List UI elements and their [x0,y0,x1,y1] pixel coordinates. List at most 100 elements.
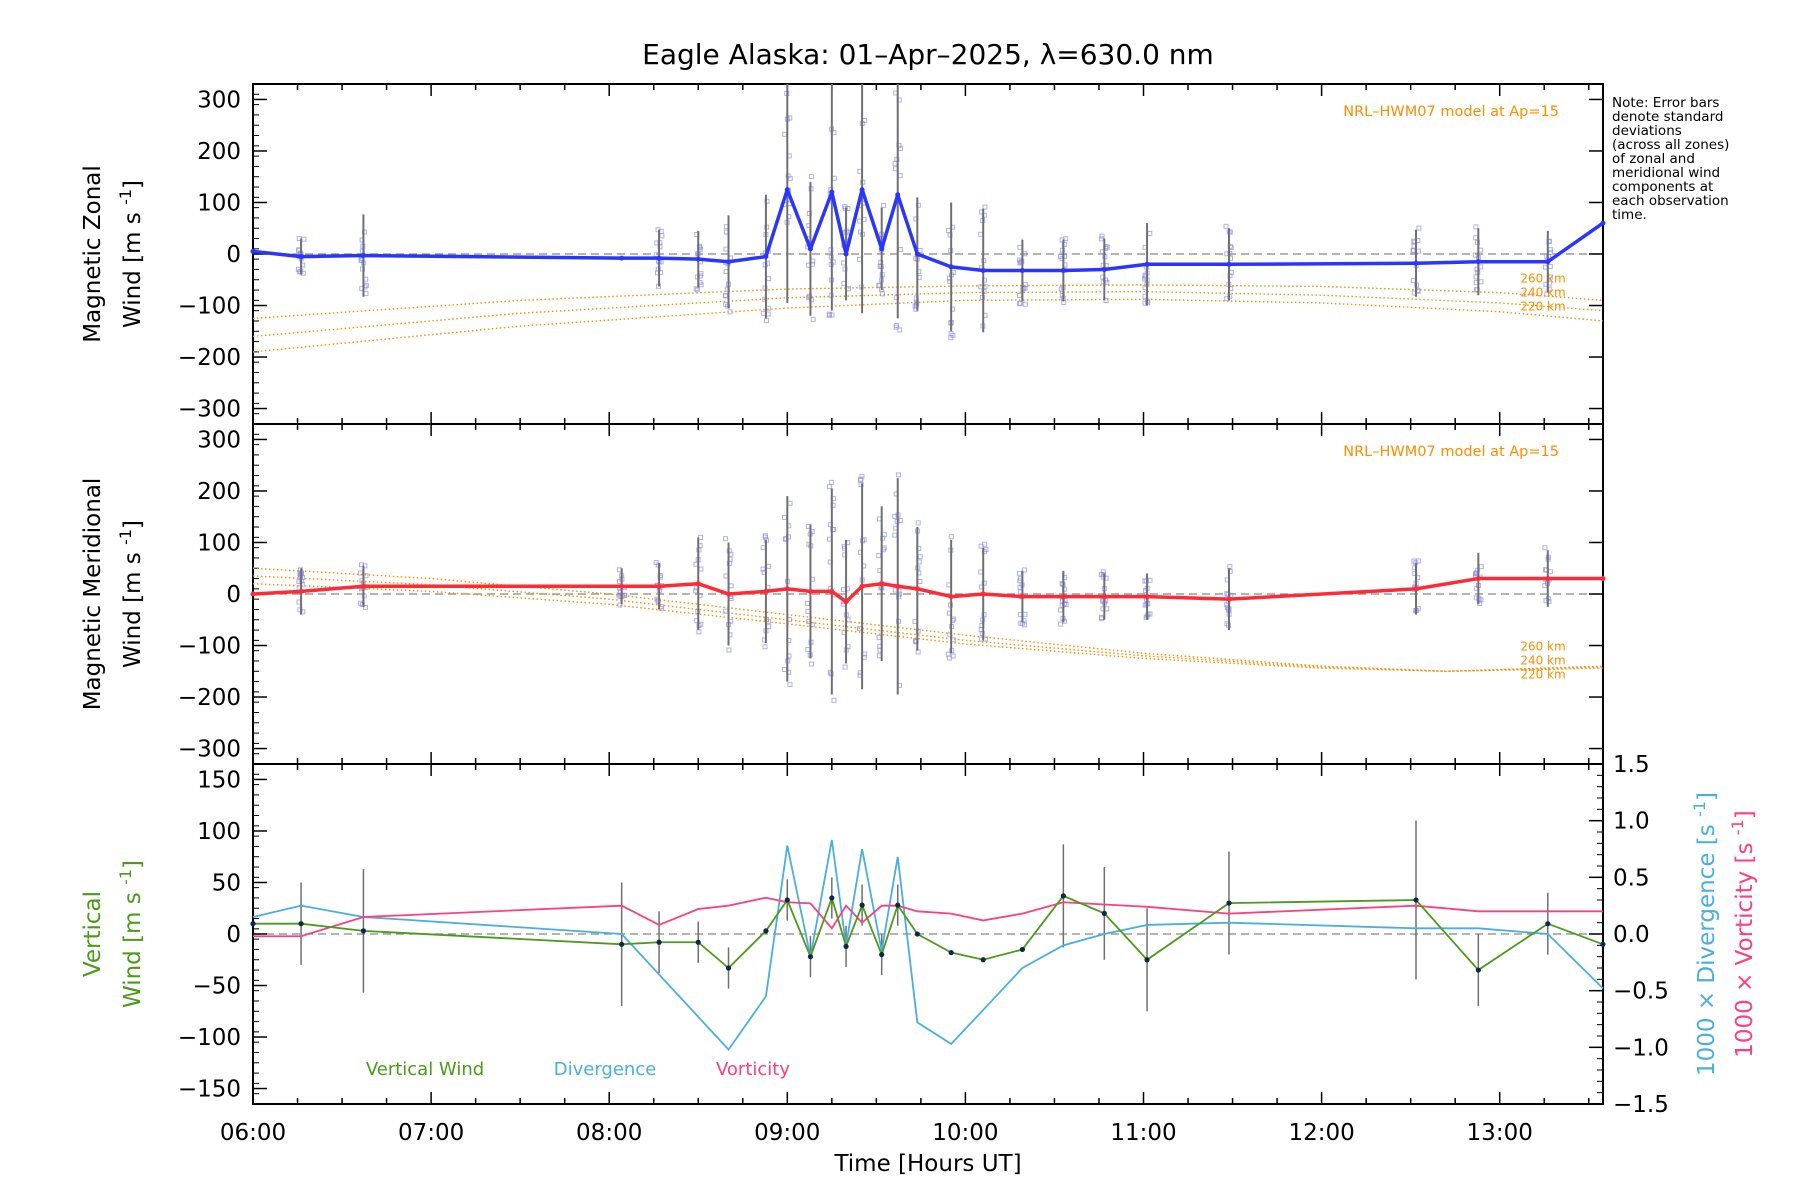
zone-sample-marker [723,246,729,252]
data-point [695,256,701,262]
data-point [1600,220,1606,226]
data-point [298,588,304,594]
y-tick-label: −200 [178,345,241,371]
model-line-220-km [252,582,1604,672]
zone-sample-marker [760,310,766,316]
y-tick-label: 300 [197,427,241,453]
zone-sample-marker [897,327,903,333]
y2-tick-label: 1.0 [1613,809,1650,835]
zone-sample-marker [728,583,734,589]
model-altitude-label: 240 km [1520,285,1565,299]
x-tick-label: 07:00 [398,1120,464,1146]
model-label: NRL–HWM07 model at Ap=15 [1343,444,1559,460]
zone-sample-marker [810,316,816,322]
data-point [784,187,790,193]
zone-sample-marker [782,131,788,137]
model-label: NRL–HWM07 model at Ap=15 [1343,104,1559,120]
data-point [948,594,954,600]
data-point [980,267,986,273]
zone-sample-marker [781,515,787,521]
zone-sample-marker [358,562,364,568]
data-point [298,921,304,927]
zone-sample-marker [856,256,862,262]
data-point [360,253,366,259]
y-tick-label: 100 [197,190,241,216]
zone-sample-marker [892,160,898,166]
y2-tick-label: 1.5 [1613,752,1650,778]
zone-sample-marker [1022,611,1028,617]
y3-axis-label-vorticity: 1000 × Vorticity [s -1] [1728,810,1758,1058]
x-tick-label: 12:00 [1288,1120,1354,1146]
data-point [1144,594,1150,600]
zone-sample-marker [1547,264,1553,270]
zone-sample-marker [726,647,732,653]
zone-sample-marker [876,553,882,559]
data-point [656,583,662,589]
data-point [829,895,835,901]
y2-tick-label: −0.5 [1613,979,1669,1005]
data-point [784,897,790,903]
data-point [1475,576,1481,582]
zone-sample-marker [1022,567,1028,573]
zone-sample-marker [978,231,984,237]
zone-sample-marker [978,569,984,575]
zone-sample-marker [892,532,898,538]
zone-sample-marker [805,608,811,614]
zone-sample-marker [1223,223,1229,229]
data-point [843,599,849,605]
zone-sample-marker [831,175,837,181]
data-point [1060,267,1066,273]
zone-sample-marker [766,624,772,630]
zone-sample-marker [897,246,903,252]
data-point [859,187,865,193]
zone-sample-marker [808,174,814,180]
y-tick-label: −100 [178,1025,241,1051]
zone-sample-marker [1473,224,1479,230]
data-point [807,246,813,252]
data-point [829,189,835,195]
model-altitude-label: 220 km [1520,299,1565,313]
data-point [1101,910,1107,916]
panel-vertical: 150 100 50 0 −50 −100 −150 Vertical Wind [m s -1… [80,752,1758,1177]
panel-zonal: 300 200 100 0 −100 −200 −300 Magnetic Zonal Wind… [80,83,1606,425]
data-point [1144,261,1150,267]
data-point [843,943,849,949]
y-tick-label: 200 [197,479,241,505]
x-axis-label: Time [Hours UT] [833,1151,1021,1177]
zone-sample-marker [694,287,700,293]
data-point [843,251,849,257]
zone-sample-marker [809,661,815,667]
zone-sample-marker [982,204,988,210]
data-point [695,581,701,587]
zone-sample-marker [1416,248,1422,254]
data-point [914,931,920,937]
data-point [1226,261,1232,267]
data-point [914,251,920,257]
zone-sample-marker [1411,558,1417,564]
data-point [948,949,954,956]
data-point [1600,941,1606,947]
series-line-meridional [252,576,1603,604]
data-point [980,957,986,963]
zone-sample-marker [723,573,729,579]
data-point [726,591,732,597]
y-tick-label: 0 [226,582,241,608]
y-tick-label: −200 [178,685,241,711]
zone-sample-marker [766,276,772,282]
data-point [619,941,625,947]
error-bar-note: Note: Error bars denote standard deviati… [1612,95,1730,223]
zone-sample-marker [945,651,951,657]
data-point [859,902,865,908]
data-point [1060,893,1066,899]
y-tick-label: 100 [197,819,241,845]
zone-sample-marker [1016,292,1022,298]
data-point [1413,897,1419,903]
data-point [1019,594,1025,600]
data-point [895,192,901,198]
zone-sample-marker [781,667,787,673]
x-tick-label: 11:00 [1110,1120,1176,1146]
zone-sample-marker [296,235,302,241]
zone-sample-marker [879,291,885,297]
y-axis-label: Magnetic Meridional [80,478,106,711]
zone-sample-marker [915,520,921,526]
